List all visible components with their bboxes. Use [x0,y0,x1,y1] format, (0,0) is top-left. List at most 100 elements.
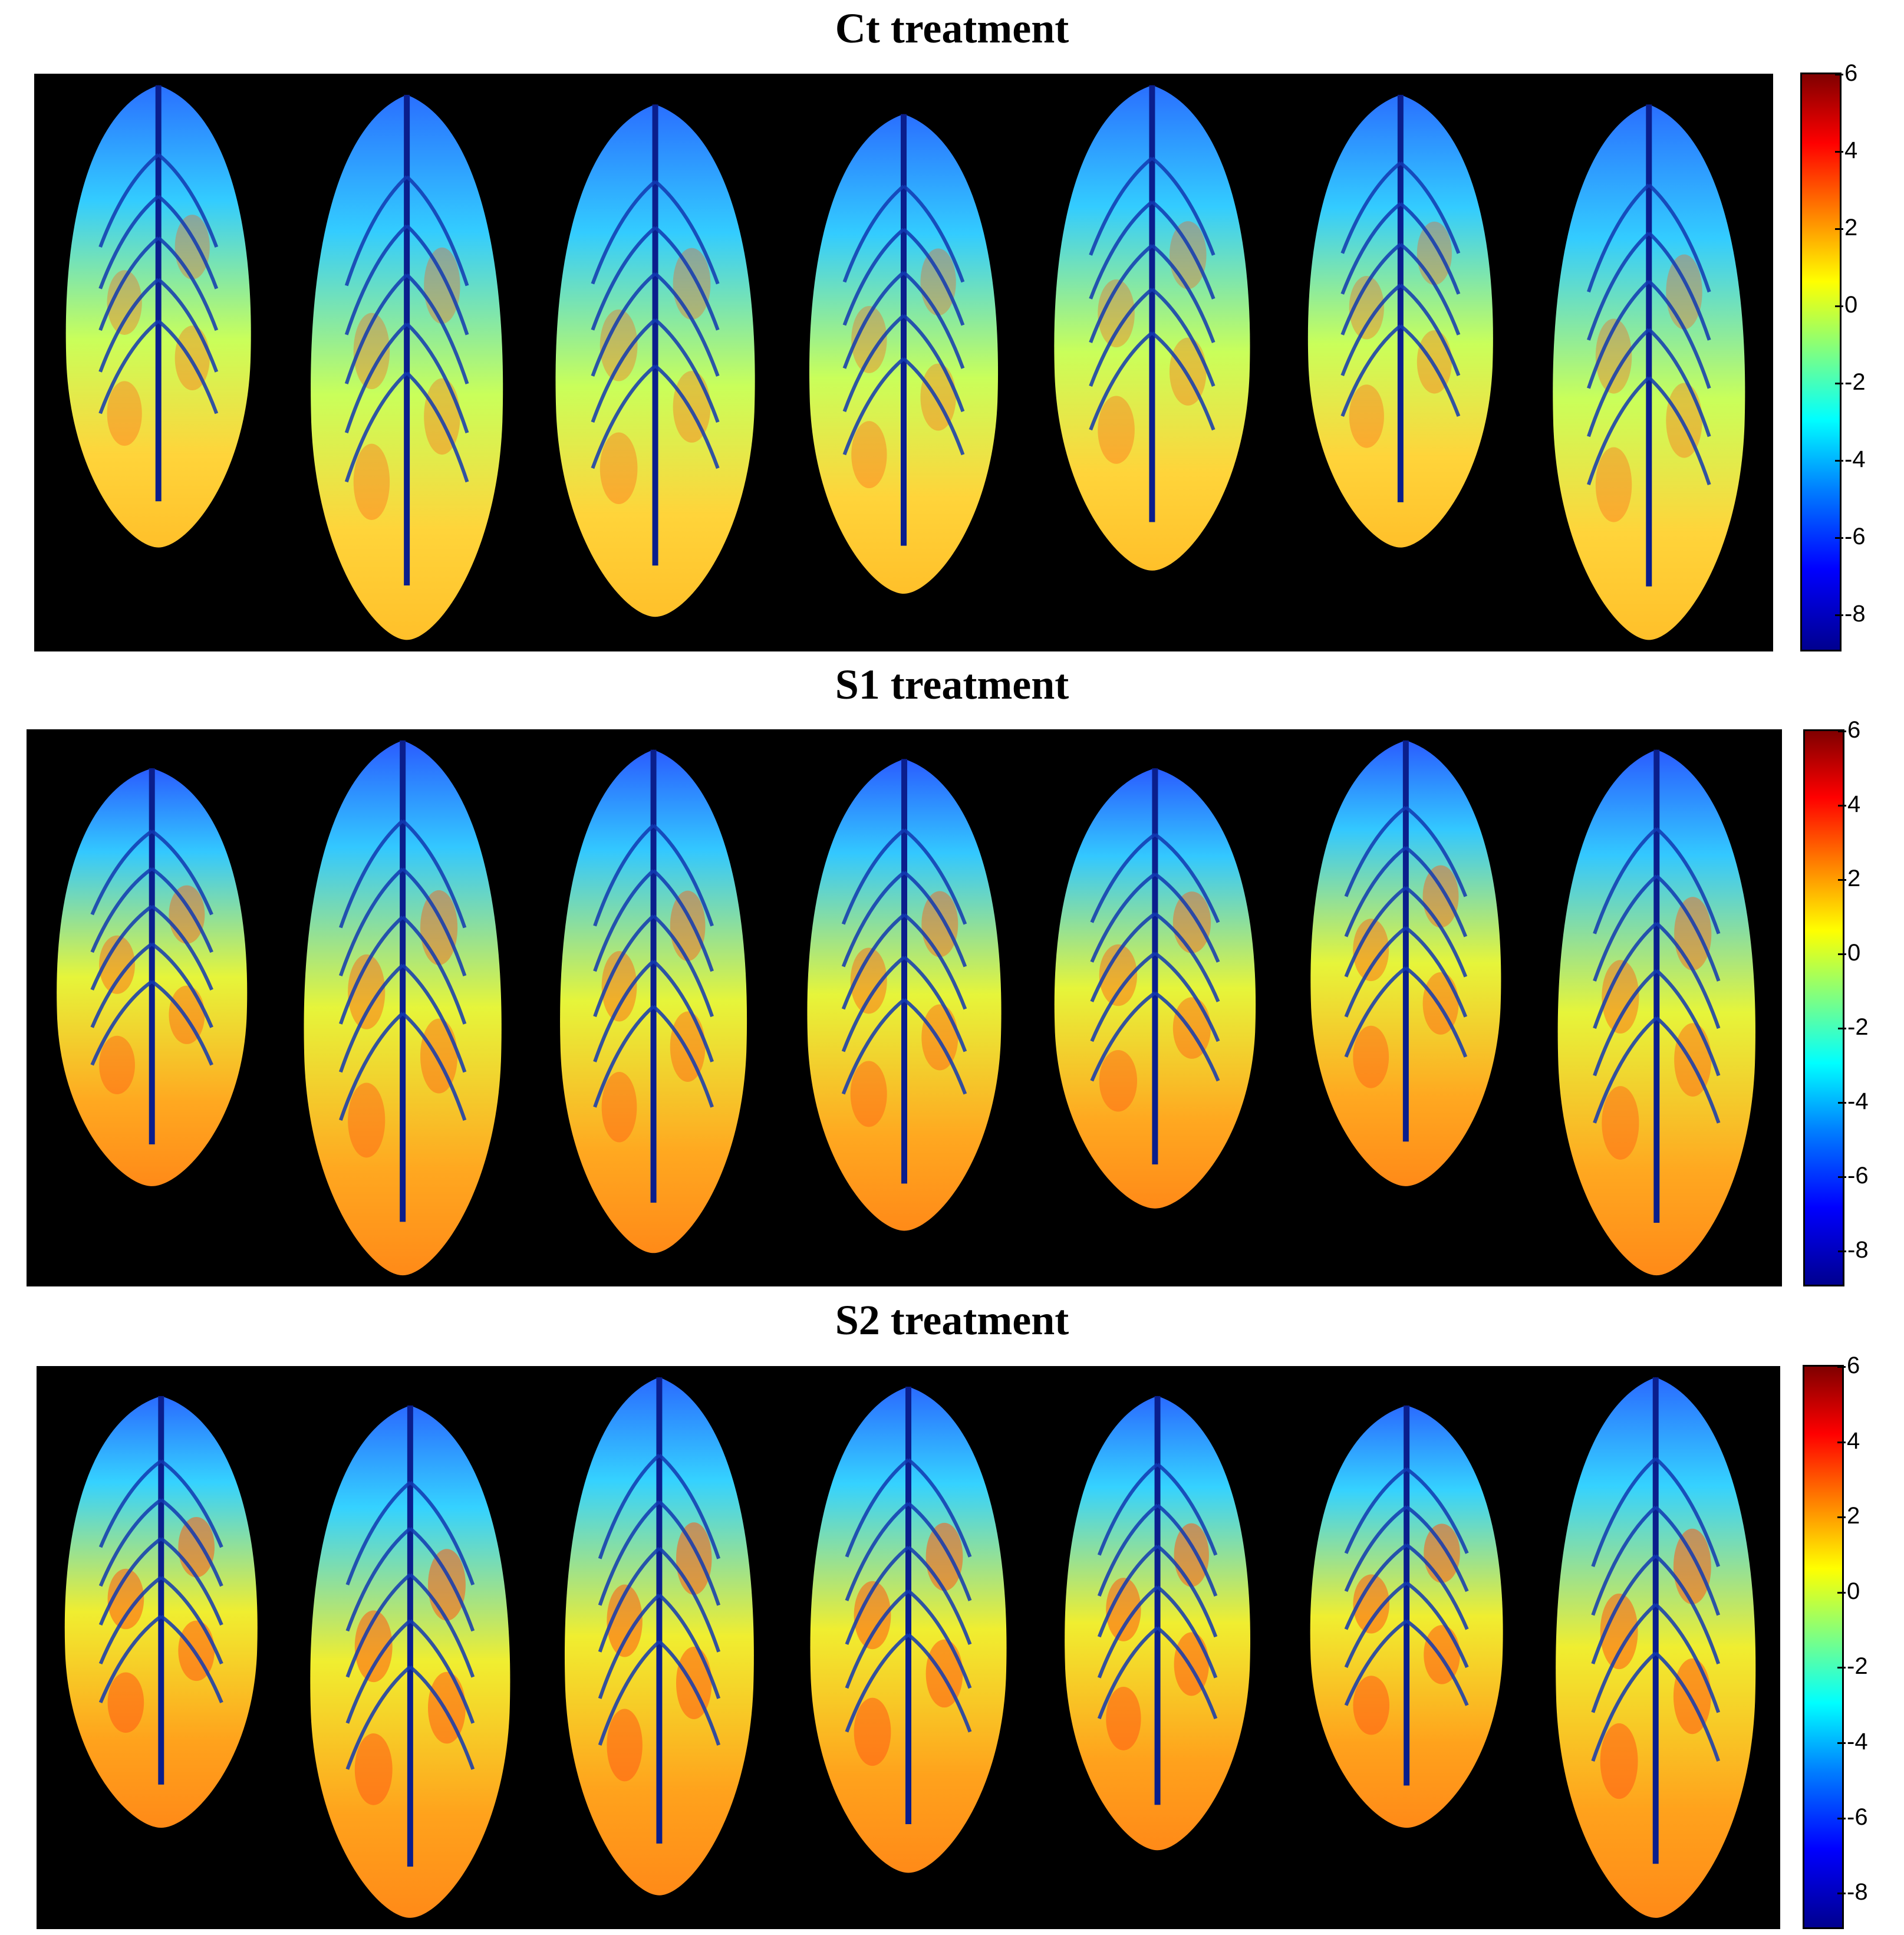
leaf-vein [339,916,404,1025]
colorbar-tick-mark [1838,805,1846,807]
leaf-vein [1591,1457,1657,1567]
leaf-hotspot [1595,318,1632,394]
leaf-vein [1405,845,1468,937]
leaf-vein [406,371,469,483]
leaf-hotspot [599,309,638,381]
leaf-hotspot [107,1672,144,1733]
leaf-vein [345,1527,411,1632]
leaf-vein [1156,1544,1218,1638]
leaf-hotspot [1600,1593,1638,1670]
leaf-vein [1097,1463,1159,1556]
leaf-vein [1591,1651,1657,1762]
leaf-vein [409,1527,475,1632]
leaf-vein [1591,1554,1657,1664]
leaf-vein [842,228,905,326]
leaf-vein [598,1546,661,1653]
leaf-vein [598,1500,661,1606]
colorbar-tick-label: -6 [1844,523,1866,549]
leaf-hotspot [1422,972,1459,1035]
panel-title-s2: S2 treatment [835,1296,1069,1344]
leaf-hotspot [1099,944,1138,1006]
leaf-hotspot [1674,897,1712,971]
leaf-hotspot [1602,1086,1639,1160]
leaf-vein [1340,242,1402,335]
leaf-vein [903,913,967,1010]
leaf-hotspot [99,935,135,994]
leaf-hotspot [178,1516,215,1578]
colorbar-tick-mark [1835,228,1843,230]
leaf-vein [841,956,905,1052]
leaf-hotspot [1600,1723,1638,1799]
leaf-vein [98,195,160,289]
heatmap-canvas [57,740,1755,1276]
leaf-vein [1344,1505,1408,1592]
heatmap-s2 [37,1366,1780,1929]
leaf-vein [845,1545,910,1646]
leaf-vein [598,1593,661,1699]
leaf-vein [1344,886,1407,978]
leaf-vein [903,956,967,1052]
leaf-vein [841,871,905,968]
leaf-vein [98,278,160,373]
leaf-hotspot [428,1549,466,1621]
leaf-hotspot [920,363,956,431]
leaf-vein [907,1589,972,1689]
leaf-hotspot [601,951,637,1022]
leaf-hotspot [1349,276,1384,340]
leaf-vein [409,1480,475,1586]
leaf-hotspot [1098,279,1135,348]
leaf-hotspot [1172,891,1211,953]
colorbar-tick-label: 4 [1847,1427,1860,1454]
leaf-hotspot [178,1620,215,1681]
heatmap-canvas [65,85,1745,640]
leaf-vein [591,226,657,331]
leaf-vein [1405,1619,1469,1706]
leaf-vein [1399,242,1461,335]
leaf-vein [658,1640,721,1746]
leaf-vein [902,271,965,369]
leaf-vein [157,320,219,414]
leaf-hotspot [607,1709,643,1782]
colorbar-tick-mark [1837,1817,1846,1819]
leaf-vein [658,1500,721,1606]
leaf-vein [658,1453,721,1559]
leaf-vein [1151,156,1215,256]
leaf-vein [160,1576,223,1665]
leaf-vein [1344,1619,1408,1706]
leaf-vein [1156,1463,1218,1556]
leaf-hotspot [854,1697,891,1766]
leaf-hotspot [1353,1574,1390,1634]
leaf-vein [593,1005,655,1108]
leaf-vein [1154,832,1220,923]
leaf-vein [339,1012,404,1121]
leaf-hotspot [1106,1686,1141,1750]
leaf-vein [1405,926,1468,1018]
colorbar-tick-label: -4 [1844,446,1866,472]
colorbar-tick-label: -2 [1847,1014,1869,1040]
leaf-vein [1648,328,1711,437]
leaf-vein [654,318,720,423]
leaf-hotspot [670,1011,706,1082]
leaf-vein [1154,872,1220,963]
colorbar-tick-label: -8 [1844,600,1866,627]
leaf-hotspot [1174,1523,1209,1587]
colorbar-tick-mark [1838,1176,1846,1178]
leaf-vein [652,959,714,1062]
leaf-vein [160,1537,223,1626]
leaf-vein [1593,1016,1658,1124]
leaf-vein [344,273,409,384]
leaf-hotspot [353,443,390,521]
leaf-vein [1405,1467,1469,1554]
leaf-vein [406,175,469,287]
colorbar-tick-mark [1835,459,1843,462]
leaf-vein [845,1502,910,1601]
leaf-vein [345,1619,411,1724]
leaf-vein [842,357,905,456]
colorbar-tick-label: -8 [1847,1879,1868,1906]
colorbar-tick-mark [1837,1441,1846,1443]
leaf-hotspot [1424,1523,1460,1583]
leaf-vein [593,869,655,972]
leaf-vein [1090,912,1157,1003]
leaf-vein [593,824,655,927]
leaf-hotspot [1602,960,1639,1034]
